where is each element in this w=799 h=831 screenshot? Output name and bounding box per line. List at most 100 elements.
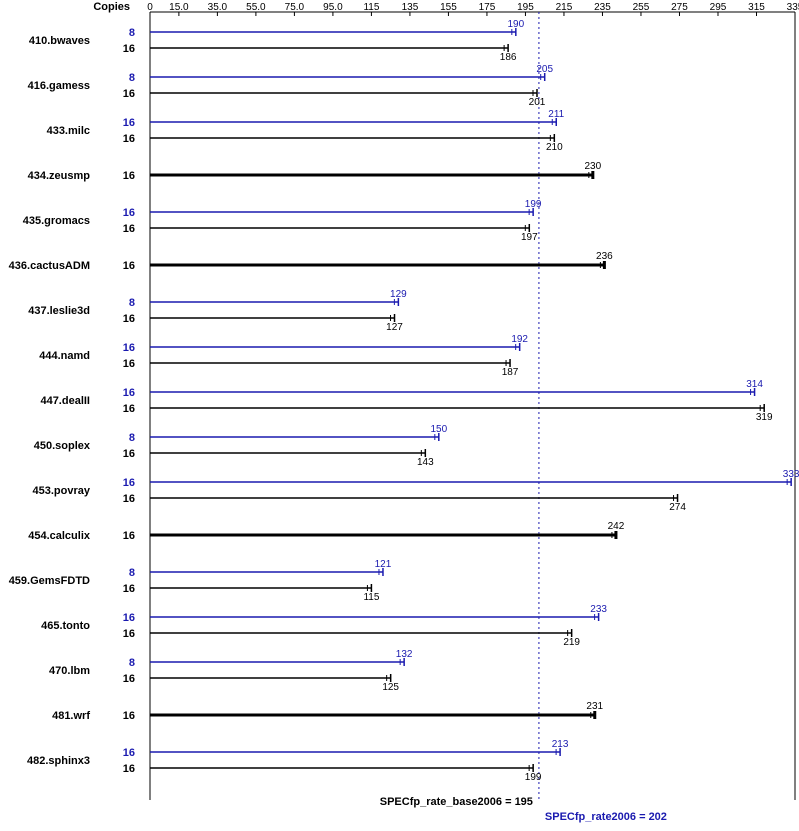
- benchmark-label: 482.sphinx3: [27, 755, 90, 767]
- base-value-label: 186: [500, 52, 517, 63]
- base-copies-label: 16: [123, 493, 135, 505]
- x-tick-label: 135: [402, 2, 419, 13]
- base-copies-label: 16: [123, 260, 135, 272]
- benchmark-label: 416.gamess: [28, 80, 90, 92]
- peak-value-label: 132: [396, 649, 413, 660]
- peak-copies-label: 8: [129, 432, 135, 444]
- base-copies-label: 16: [123, 673, 135, 685]
- peak-copies-label: 16: [123, 342, 135, 354]
- x-tick-label: 195: [517, 2, 534, 13]
- peak-value-label: 121: [375, 559, 392, 570]
- spec-rate-chart: 0 15.0 35.0 55.0 75.0 95.0 115 135 155 175 195 215 2…: [0, 0, 799, 831]
- benchmark-label: 435.gromacs: [23, 215, 90, 227]
- peak-copies-label: 8: [129, 567, 135, 579]
- benchmark-label: 447.dealII: [40, 395, 90, 407]
- x-tick-label: 335: [787, 2, 799, 13]
- peak-value-label: 314: [746, 379, 763, 390]
- base-copies-label: 16: [123, 313, 135, 325]
- chart-svg: 0 15.0 35.0 55.0 75.0 95.0 115 135 155 175 195 215 2…: [0, 0, 799, 831]
- peak-value-label: 213: [552, 739, 569, 750]
- peak-copies-label: 16: [123, 747, 135, 759]
- base-copies-label: 16: [123, 628, 135, 640]
- peak-copies-label: 16: [123, 477, 135, 489]
- footer-base-label: SPECfp_rate_base2006 = 195: [380, 796, 533, 808]
- peak-value-label: 205: [536, 64, 553, 75]
- x-tick-label: 215: [556, 2, 573, 13]
- base-copies-label: 16: [123, 763, 135, 775]
- base-copies-label: 16: [123, 530, 135, 542]
- peak-value-label: 190: [507, 19, 524, 30]
- x-tick-label: 255: [633, 2, 650, 13]
- peak-copies-label: 16: [123, 612, 135, 624]
- x-tick-label: 295: [710, 2, 727, 13]
- x-tick-label: 275: [671, 2, 688, 13]
- base-copies-label: 16: [123, 403, 135, 415]
- x-tick-label: 235: [594, 2, 611, 13]
- base-value-label: 274: [669, 502, 686, 513]
- x-tick-label: 95.0: [323, 2, 343, 13]
- benchmark-label: 465.tonto: [41, 620, 90, 632]
- peak-value-label: 333: [783, 469, 799, 480]
- base-value-label: 201: [529, 97, 546, 108]
- peak-value-label: 233: [590, 604, 607, 615]
- x-tick-label: 35.0: [208, 2, 228, 13]
- x-tick-label: 55.0: [246, 2, 266, 13]
- peak-value-label: 211: [548, 109, 564, 120]
- benchmark-label: 453.povray: [33, 485, 91, 497]
- base-value-label: 199: [525, 772, 542, 783]
- peak-copies-label: 8: [129, 297, 135, 309]
- peak-copies-label: 16: [123, 117, 135, 129]
- footer-peak-label: SPECfp_rate2006 = 202: [545, 811, 667, 823]
- base-value-label: 219: [563, 637, 580, 648]
- peak-copies-label: 16: [123, 207, 135, 219]
- benchmark-label: 436.cactusADM: [9, 260, 90, 272]
- base-copies-label: 16: [123, 170, 135, 182]
- copies-header: Copies: [93, 1, 130, 13]
- peak-value-label: 192: [511, 334, 528, 345]
- base-copies-label: 16: [123, 710, 135, 722]
- benchmark-label: 481.wrf: [52, 710, 90, 722]
- base-copies-label: 16: [123, 43, 135, 55]
- peak-copies-label: 8: [129, 657, 135, 669]
- base-value-label: 115: [363, 592, 379, 603]
- base-copies-label: 16: [123, 583, 135, 595]
- benchmark-label: 434.zeusmp: [28, 170, 91, 182]
- peak-copies-label: 16: [123, 387, 135, 399]
- base-value-label: 143: [417, 457, 434, 468]
- benchmark-label: 437.leslie3d: [28, 305, 90, 317]
- x-tick-label: 175: [479, 2, 496, 13]
- base-copies-label: 16: [123, 133, 135, 145]
- x-tick-label: 0: [147, 2, 153, 13]
- benchmark-label: 459.GemsFDTD: [9, 575, 90, 587]
- benchmark-label: 454.calculix: [28, 530, 91, 542]
- peak-value-label: 150: [430, 424, 447, 435]
- peak-value-label: 129: [390, 289, 407, 300]
- base-value-label: 230: [584, 161, 601, 172]
- base-copies-label: 16: [123, 88, 135, 100]
- benchmark-label: 470.lbm: [49, 665, 90, 677]
- peak-copies-label: 8: [129, 72, 135, 84]
- base-value-label: 210: [546, 142, 563, 153]
- benchmark-label: 444.namd: [39, 350, 90, 362]
- base-copies-label: 16: [123, 448, 135, 460]
- base-value-label: 127: [386, 322, 403, 333]
- peak-value-label: 199: [525, 199, 542, 210]
- base-value-label: 319: [756, 412, 773, 423]
- benchmark-label: 433.milc: [47, 125, 90, 137]
- base-copies-label: 16: [123, 358, 135, 370]
- base-copies-label: 16: [123, 223, 135, 235]
- benchmark-label: 410.bwaves: [29, 35, 90, 47]
- x-tick-label: 75.0: [285, 2, 305, 13]
- x-tick-label: 115: [363, 2, 379, 13]
- base-value-label: 242: [608, 521, 625, 532]
- base-value-label: 197: [521, 232, 538, 243]
- x-tick-label: 315: [748, 2, 765, 13]
- x-tick-label: 155: [440, 2, 457, 13]
- base-value-label: 236: [596, 251, 613, 262]
- base-value-label: 231: [586, 701, 603, 712]
- x-tick-label: 15.0: [169, 2, 189, 13]
- base-value-label: 187: [502, 367, 519, 378]
- benchmark-label: 450.soplex: [34, 440, 91, 452]
- base-value-label: 125: [382, 682, 399, 693]
- peak-copies-label: 8: [129, 27, 135, 39]
